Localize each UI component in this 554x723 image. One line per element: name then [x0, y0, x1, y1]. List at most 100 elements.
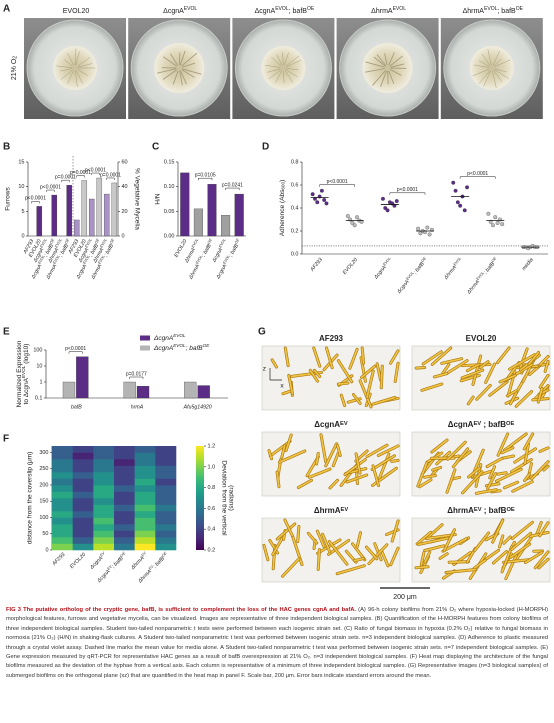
image-title-part: OE — [506, 507, 514, 513]
hypha — [287, 374, 294, 394]
hypha — [497, 471, 508, 475]
hypha — [422, 350, 443, 365]
tick-label: 150 — [39, 499, 48, 505]
hypha — [276, 471, 280, 488]
hypha — [336, 564, 366, 575]
colony-furrow — [365, 68, 385, 73]
heatmap-cell — [52, 511, 73, 518]
x-tick-label-part: ΔhrmA — [443, 265, 459, 282]
panel-label: E — [3, 327, 10, 338]
heatmap-cell — [155, 504, 177, 512]
heatmap-cell — [114, 524, 135, 531]
hypha — [472, 355, 482, 386]
y-axis-label: Adherence (Abs600) — [279, 180, 286, 237]
significance-bracket — [319, 184, 355, 187]
colony-furrow — [179, 50, 186, 66]
colony-furrow — [285, 55, 300, 67]
hypha — [376, 362, 382, 382]
column-header: ΔhrmAEVOL — [371, 6, 406, 15]
heatmap-cell — [155, 485, 177, 492]
data-point — [493, 215, 498, 220]
x-tick-label: EVOL20 — [342, 257, 359, 276]
significance-bracket — [225, 187, 240, 191]
data-point — [394, 199, 399, 204]
data-point — [352, 223, 357, 228]
hypha — [509, 543, 531, 559]
hypha — [530, 460, 549, 480]
colony-furrow — [390, 63, 405, 68]
image-title-part: EV — [473, 421, 481, 427]
heatmap-cell — [52, 452, 73, 460]
hypha — [475, 488, 497, 495]
hypha — [327, 539, 350, 556]
x-tick-label-part: EVOL — [39, 238, 47, 249]
heatmap-cell — [114, 504, 135, 512]
hypha — [366, 370, 375, 399]
hypha — [380, 365, 384, 389]
hypha — [538, 521, 549, 537]
colorbar — [196, 446, 204, 550]
hypha — [442, 537, 468, 553]
hypha — [378, 453, 390, 481]
hypha — [461, 470, 483, 494]
bar — [136, 386, 150, 399]
data-point — [319, 188, 324, 193]
significance-bracket — [76, 175, 85, 178]
hypha — [284, 347, 290, 367]
heatmap-cell — [155, 517, 177, 525]
colony-furrow — [276, 54, 283, 66]
hypha — [524, 443, 530, 465]
x-tick-label-part: EVOL — [97, 254, 105, 265]
x-tick-label-part: EVOL — [52, 254, 60, 265]
heatmap-cell — [134, 459, 156, 466]
legend-label-part: OE — [203, 343, 211, 348]
hypha — [268, 449, 273, 460]
heatmap-cell — [93, 524, 115, 531]
image-title-part: OE — [506, 421, 514, 427]
colony-furrow — [493, 58, 502, 67]
colony-furrow — [492, 70, 497, 88]
hypha — [492, 550, 508, 564]
bar — [66, 185, 73, 237]
p-value: p=0.0105 — [195, 173, 216, 179]
hypha — [352, 393, 361, 405]
colony — [53, 46, 97, 90]
x-tick-label-part: OE — [94, 238, 100, 245]
data-point — [462, 208, 467, 213]
heatmap-cell — [72, 537, 94, 544]
significance-bracket — [91, 172, 100, 176]
hypha — [391, 520, 399, 542]
data-point — [427, 232, 432, 237]
colony-furrow — [481, 53, 491, 66]
bar — [62, 381, 76, 399]
heatmap-cell — [52, 524, 73, 531]
heatmap-cell — [72, 491, 94, 499]
heatmap-cell — [93, 511, 115, 518]
hypha — [537, 558, 549, 569]
colony-furrow — [365, 61, 385, 68]
x-tick-label-part: ΔhrmA — [137, 569, 154, 586]
hypha — [447, 359, 468, 374]
x-tick-label-part: EVOL — [222, 254, 230, 265]
hypha — [373, 542, 382, 561]
hypha — [488, 465, 496, 479]
hypha — [424, 551, 431, 563]
x-tick-label-part: EVOL — [82, 254, 90, 265]
tick-label: 0.1 — [35, 395, 43, 401]
hypha — [361, 347, 365, 365]
image-title-part: EV — [474, 507, 482, 513]
colony-furrow — [77, 63, 93, 68]
colony-furrow — [388, 52, 395, 66]
colony-furrow — [74, 48, 77, 66]
p-value: p<0.0001 — [85, 167, 106, 173]
column-header-part: EVOL — [275, 6, 289, 12]
tick-label: 300 — [39, 450, 48, 456]
colony-furrow — [478, 70, 491, 84]
data-point — [381, 196, 385, 201]
colony-furrow — [285, 69, 298, 77]
hypha — [491, 519, 504, 544]
colony-furrow — [170, 53, 179, 66]
heatmap-cell — [114, 517, 135, 525]
